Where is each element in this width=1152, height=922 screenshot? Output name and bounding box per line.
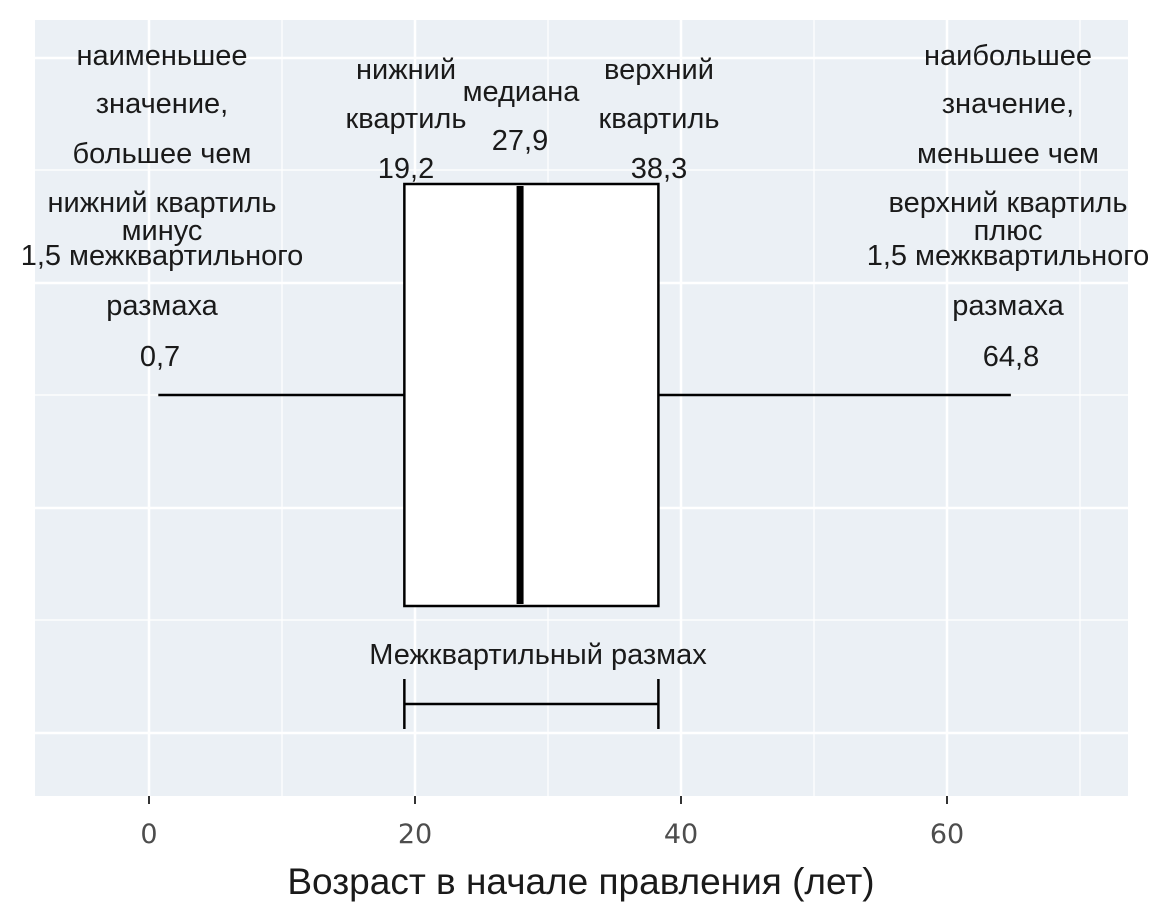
annotation-line: нижний bbox=[356, 54, 456, 86]
annotation-line: наименьшее bbox=[76, 40, 247, 72]
q1-value-label: 19,2 bbox=[378, 153, 434, 185]
q3-value-label: 38,3 bbox=[631, 153, 687, 185]
max-annotation-label: наибольшее значение, меньшее чем верхний кв… bbox=[867, 40, 1150, 322]
annotation-line: 1,5 межквартильного bbox=[867, 240, 1150, 272]
x-axis-label: Возраст в начале правления (лет) bbox=[287, 861, 874, 902]
min-value-label: 0,7 bbox=[140, 341, 180, 373]
annotation-line: плюс bbox=[974, 215, 1043, 247]
x-tick-label: 40 bbox=[664, 819, 698, 850]
x-tick-label: 0 bbox=[140, 819, 157, 850]
q1-annotation-label: нижний квартиль bbox=[346, 54, 467, 135]
min-annotation-label: наименьшее значение, большее чем нижний ква… bbox=[21, 40, 304, 322]
x-tick-label: 60 bbox=[930, 819, 964, 850]
annotation-line: значение, bbox=[942, 88, 1074, 120]
median-value-label: 27,9 bbox=[492, 125, 548, 157]
median-annotation-label: медиана bbox=[463, 76, 581, 108]
annotation-line: большее чем bbox=[73, 138, 252, 170]
x-axis-ticks bbox=[148, 796, 948, 804]
x-axis-tick-labels: 0 20 40 60 bbox=[140, 819, 964, 850]
annotation-line: квартиль bbox=[346, 103, 467, 135]
max-value-label: 64,8 bbox=[983, 341, 1039, 373]
iqr-bracket bbox=[403, 679, 660, 729]
annotation-line: наибольшее bbox=[924, 40, 1092, 72]
annotation-line: размаха bbox=[106, 290, 218, 322]
annotation-line: меньшее чем bbox=[917, 138, 1099, 170]
annotation-line: минус bbox=[122, 215, 203, 247]
annotation-line: верхний bbox=[604, 54, 714, 86]
annotation-line: нижний квартиль bbox=[48, 187, 277, 219]
annotation-line: верхний квартиль bbox=[889, 187, 1128, 219]
iqr-annotation-label: Межквартильный размах bbox=[369, 639, 707, 671]
annotation-line: 1,5 межквартильного bbox=[21, 240, 304, 272]
annotation-line: значение, bbox=[96, 88, 228, 120]
interquartile-box bbox=[403, 182, 660, 608]
q3-annotation-label: верхний квартиль bbox=[599, 54, 720, 135]
x-tick-label: 20 bbox=[398, 819, 432, 850]
annotation-line: размаха bbox=[952, 290, 1064, 322]
annotation-line: квартиль bbox=[599, 103, 720, 135]
box-plot bbox=[158, 182, 1011, 608]
